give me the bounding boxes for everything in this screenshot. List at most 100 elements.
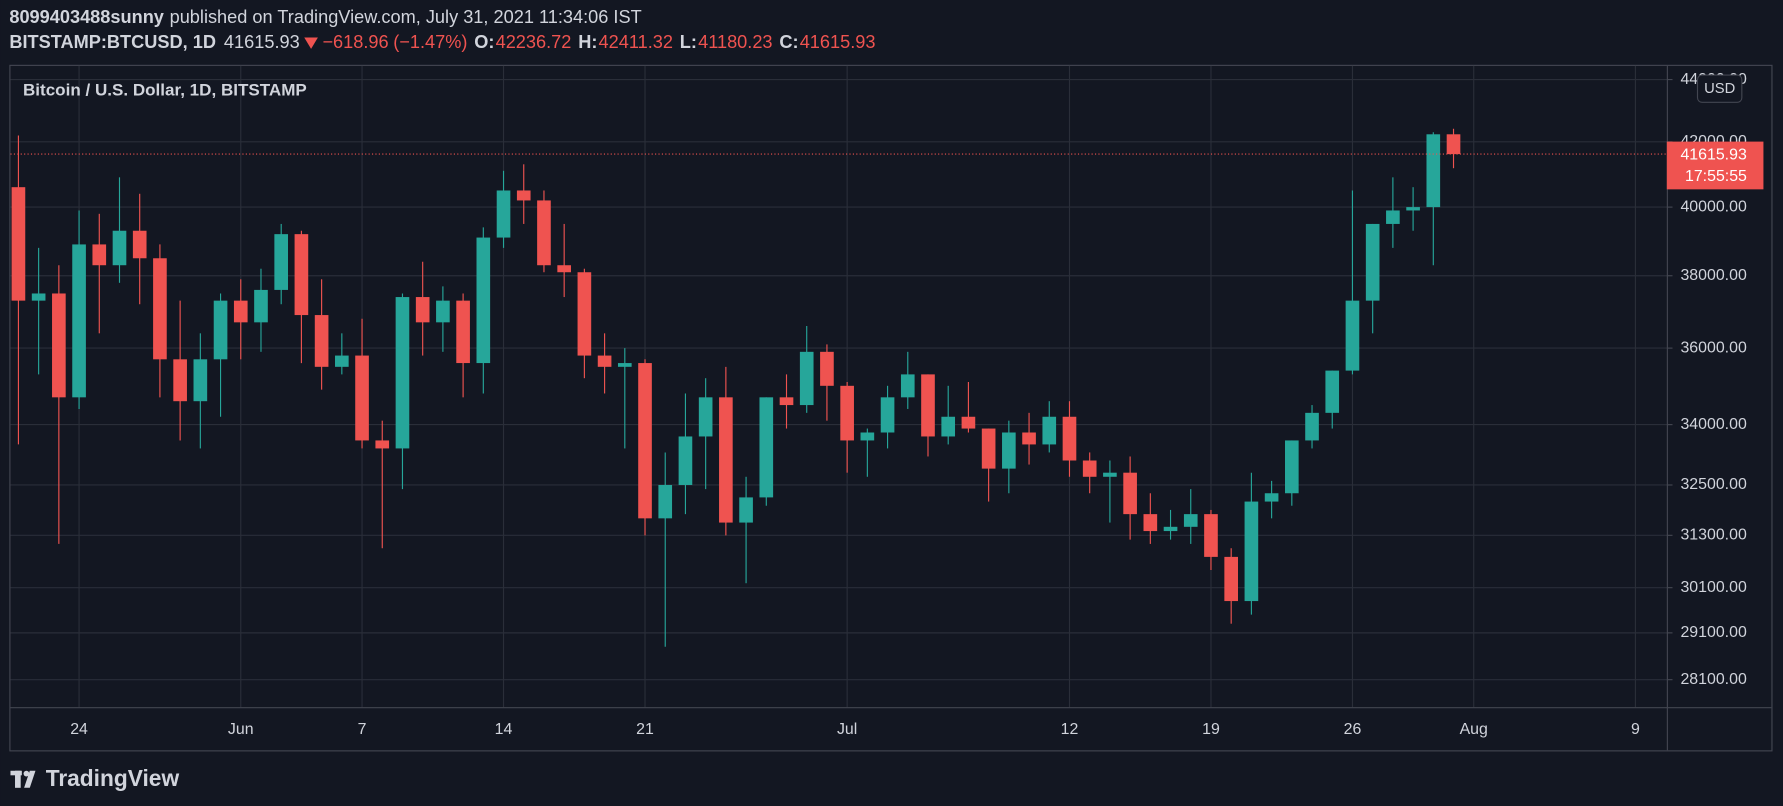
candle-body [1224, 556, 1239, 602]
x-tick-label: 12 [1061, 721, 1079, 738]
change-pct: (−1.47%) [393, 32, 467, 52]
footer-logo: TradingView [10, 765, 179, 791]
candle-body [1143, 514, 1158, 532]
ohlc-label: H: [578, 32, 597, 52]
candle-body [1204, 514, 1218, 557]
candle-body [375, 440, 390, 449]
candle-body [1103, 472, 1117, 477]
candle-body [617, 363, 632, 367]
candle-body [1325, 370, 1340, 413]
y-tick-label: 38000.00 [1680, 267, 1746, 284]
candle-body [1305, 412, 1319, 441]
candle-body [1345, 300, 1360, 371]
candle-body [921, 374, 935, 437]
candle-body [597, 355, 612, 367]
candle-body [233, 300, 248, 323]
footer-brand: TradingView [46, 765, 180, 791]
candle-body [557, 265, 571, 273]
candle-body [153, 258, 167, 360]
candle-body [1386, 210, 1400, 224]
header: 8099403488sunny published on TradingView.… [9, 7, 875, 52]
candle-body [1022, 432, 1036, 445]
x-tick-label: Jul [837, 721, 857, 738]
open-value: 42236.72 [496, 32, 572, 52]
candle-body [1264, 493, 1279, 502]
last-price: 41615.93 [224, 32, 300, 52]
candle-body [11, 187, 26, 301]
ohlc-label: L: [680, 32, 697, 52]
candles [10, 128, 1667, 647]
candle-body [1244, 501, 1259, 602]
x-tick-label: 14 [495, 721, 513, 738]
candle-body [1042, 416, 1057, 445]
candle-body [476, 237, 491, 364]
author: 8099403488sunny [9, 7, 164, 27]
currency-label[interactable]: USD [1704, 81, 1735, 97]
candle-body [294, 234, 309, 316]
candle-body [1123, 472, 1137, 515]
candle-body [335, 355, 349, 367]
ohlc-label: C: [779, 32, 798, 52]
last-price-box [1666, 141, 1764, 190]
grid [10, 65, 1667, 708]
y-tick-label: 34000.00 [1680, 416, 1746, 433]
chart-title: Bitcoin / U.S. Dollar, 1D, BITSTAMP [23, 80, 307, 99]
candle-body [880, 397, 895, 433]
high-value: 42411.32 [599, 32, 673, 52]
candle-body [516, 190, 531, 201]
candle-body [820, 351, 834, 386]
candle-body [1183, 514, 1198, 527]
candle-body [719, 397, 733, 523]
candle-body [52, 293, 66, 398]
close-value: 41615.93 [800, 32, 876, 52]
candle-body [1002, 432, 1016, 469]
x-tick-label: 19 [1202, 721, 1220, 738]
symbol: BITSTAMP:BTCUSD, 1D [9, 32, 216, 52]
candle-body [456, 300, 470, 364]
ohlc-label: O: [474, 32, 494, 52]
chart-frame [9, 64, 1773, 752]
candle-body [1082, 460, 1097, 477]
candle-body [31, 293, 46, 301]
change: −618.96 [322, 32, 388, 52]
candle-body [314, 315, 329, 367]
logo-dot [23, 770, 30, 777]
candle-body [1406, 207, 1420, 211]
y-tick-label: 32500.00 [1680, 476, 1746, 493]
candle-body [1284, 440, 1299, 494]
candle-body [860, 432, 875, 441]
candle-body [132, 230, 147, 259]
candle-body [658, 484, 673, 519]
y-tick-label: 31300.00 [1680, 527, 1746, 544]
candle-body [193, 359, 208, 402]
candle-body [981, 428, 996, 469]
candle-body [698, 397, 713, 437]
candle-body [1365, 223, 1380, 301]
y-tick-label: 28100.00 [1680, 671, 1746, 688]
candle-body [395, 297, 410, 449]
candle-body [900, 374, 915, 398]
candle-body [1426, 134, 1441, 208]
x-tick-label: 26 [1344, 721, 1362, 738]
candle-body [496, 190, 511, 238]
candle-body [112, 230, 127, 266]
x-tick-label: 7 [358, 721, 367, 738]
candle-body [72, 244, 86, 398]
x-tick-label: Jun [228, 721, 254, 738]
candle-body [213, 300, 228, 360]
y-tick-label: 36000.00 [1680, 339, 1746, 356]
candle-body [678, 436, 693, 485]
candle-body [92, 244, 107, 266]
logo-stem [15, 770, 21, 788]
candle-body [1163, 526, 1178, 532]
candle-body [779, 397, 794, 406]
published-info: published on TradingView.com, July 31, 2… [170, 7, 642, 27]
currency-button[interactable] [1696, 74, 1743, 103]
candle-body [355, 355, 369, 441]
candle-body [759, 397, 774, 498]
y-tick-label: 30100.00 [1680, 579, 1746, 596]
axes: 28100.00 29100.00 30100.00 31300.00 32500.00… [70, 71, 1764, 738]
candle-body [537, 200, 551, 266]
candle-body [638, 363, 652, 519]
